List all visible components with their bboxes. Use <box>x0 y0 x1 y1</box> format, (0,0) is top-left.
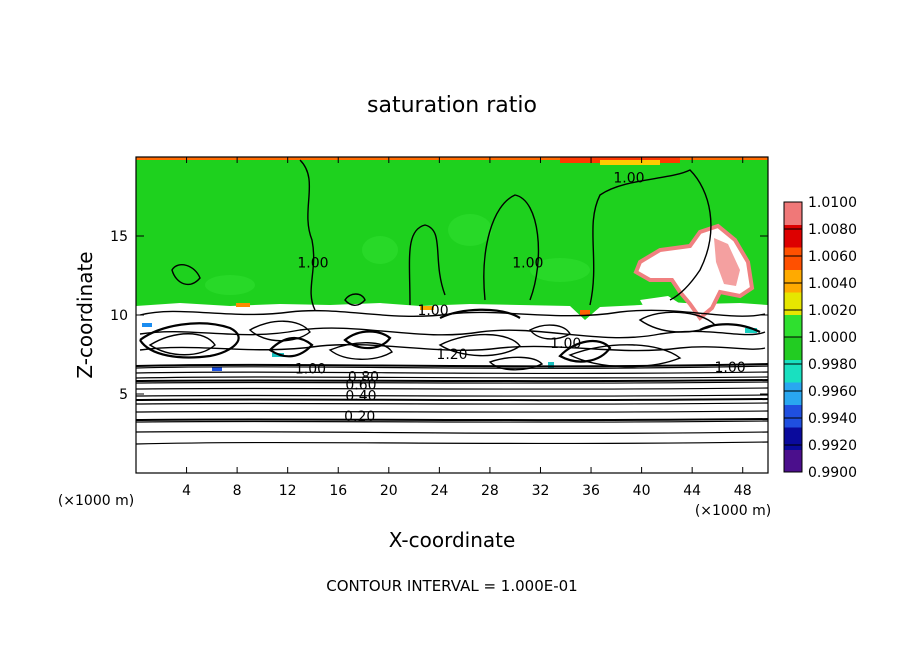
colorbar-label: 0.9960 <box>808 384 857 400</box>
colorbar-segment <box>784 427 802 450</box>
x-tick-label: 36 <box>582 483 600 499</box>
contour-label: 1.20 <box>436 347 467 363</box>
chart-title: saturation ratio <box>367 93 537 118</box>
contour-label: 1.00 <box>714 360 745 376</box>
contour-label: 1.00 <box>512 256 543 272</box>
colorbar-label: 1.0100 <box>808 195 857 211</box>
colorbar-segment <box>784 359 802 383</box>
contour-label: 0.80 <box>348 369 379 385</box>
y-unit-label: (×1000 m) <box>58 493 134 509</box>
colorbar-segment <box>784 269 802 293</box>
colorbar-segment <box>784 247 802 270</box>
contour-label: 1.00 <box>297 256 328 272</box>
green-patches <box>205 214 590 295</box>
colorbar-segment <box>784 404 802 428</box>
stratified-contours <box>136 365 768 445</box>
y-axis-label: Z-coordinate <box>73 251 97 378</box>
contour-label: 1.00 <box>613 170 644 186</box>
x-tick-label: 20 <box>380 483 398 499</box>
x-tick-label: 8 <box>233 483 242 499</box>
plot-area: 1.00 1.00 1.00 1.00 1.00 1.00 1.00 1.20 0.800.60… <box>136 157 768 473</box>
y-tick-label: 10 <box>110 308 128 324</box>
colorbar-segment <box>784 292 802 315</box>
x-tick-label: 24 <box>430 483 448 499</box>
contour-interval-note: CONTOUR INTERVAL = 1.000E-01 <box>326 577 577 595</box>
colorbar-label: 1.0020 <box>808 303 857 319</box>
colorbar-segment <box>784 224 802 248</box>
colorbar-label: 1.0060 <box>808 249 857 265</box>
x-unit-label: (×1000 m) <box>695 503 771 519</box>
y-axis-ticks: 5 10 15 <box>110 229 768 403</box>
stratified-contours-thick <box>136 363 768 422</box>
contour-label: 0.60 <box>345 377 376 393</box>
x-axis-label: X-coordinate <box>389 528 516 552</box>
x-tick-label: 44 <box>683 483 701 499</box>
colorbar-label: 0.9900 <box>808 465 857 481</box>
thick-contour-lines <box>139 308 761 363</box>
y-tick-label: 15 <box>110 229 128 245</box>
x-axis-ticks: 4 8 12 16 20 24 28 32 36 40 44 48 <box>182 157 752 499</box>
colorbar-segment <box>784 449 802 473</box>
colorbar-label: 1.0000 <box>808 330 857 346</box>
colorbar-segment <box>784 314 802 338</box>
x-tick-label: 48 <box>734 483 752 499</box>
colorbar-segment <box>784 382 802 405</box>
contour-labels: 1.00 1.00 1.00 1.00 1.00 1.00 1.00 1.20 0.800.60… <box>295 170 746 425</box>
contour-label: 1.00 <box>550 336 581 352</box>
contour-label: 0.40 <box>345 388 376 404</box>
x-tick-label: 12 <box>279 483 297 499</box>
top-edge-band <box>136 157 768 165</box>
colorbar-segment <box>784 337 802 360</box>
contour-label: 1.00 <box>295 361 326 377</box>
contour-label: 1.00 <box>417 303 448 319</box>
x-tick-label: 40 <box>633 483 651 499</box>
x-tick-label: 16 <box>329 483 347 499</box>
x-tick-label: 28 <box>481 483 499 499</box>
colorbar-segment <box>784 202 802 225</box>
colorbar-label: 0.9940 <box>808 411 857 427</box>
supersaturated-patch <box>633 223 755 322</box>
y-tick-label: 5 <box>119 387 128 403</box>
x-tick-label: 4 <box>182 483 191 499</box>
colorbar-label: 0.9920 <box>808 438 857 454</box>
contour-label: 0.20 <box>344 409 375 425</box>
colorbar: 1.0100 1.0080 1.0060 1.0040 1.0020 1.0000 0.99… <box>783 195 857 481</box>
x-tick-label: 32 <box>532 483 550 499</box>
colorbar-label: 0.9980 <box>808 357 857 373</box>
colorbar-label: 1.0080 <box>808 222 857 238</box>
colorbar-label: 1.0040 <box>808 276 857 292</box>
